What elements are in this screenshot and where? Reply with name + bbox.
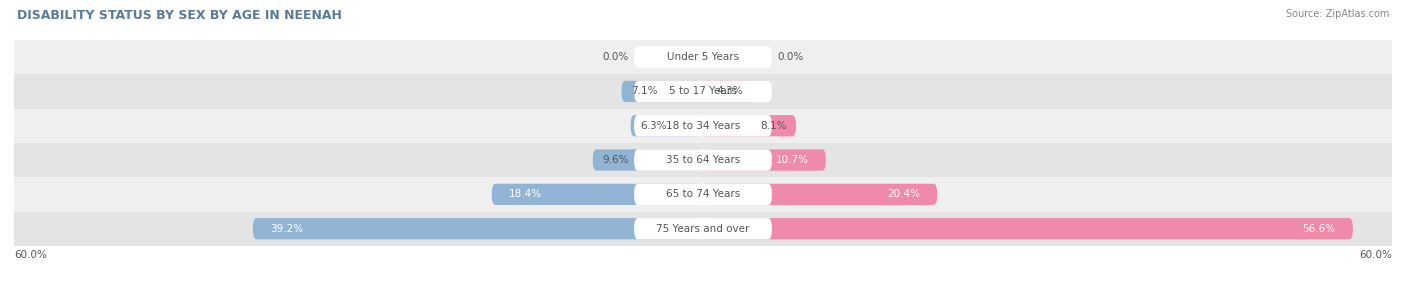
FancyBboxPatch shape [631,115,703,136]
Text: 18 to 34 Years: 18 to 34 Years [666,121,740,131]
Text: 56.6%: 56.6% [1302,224,1336,234]
Text: Under 5 Years: Under 5 Years [666,52,740,62]
Text: 8.1%: 8.1% [761,121,787,131]
Bar [14,74,1392,109]
Bar [14,212,1392,246]
Text: 60.0%: 60.0% [1360,250,1392,260]
FancyBboxPatch shape [703,115,796,136]
Bar [14,143,1392,177]
Text: 39.2%: 39.2% [270,224,304,234]
Text: 20.4%: 20.4% [887,189,920,199]
FancyBboxPatch shape [703,184,938,205]
Text: 10.7%: 10.7% [776,155,808,165]
FancyBboxPatch shape [634,149,772,171]
FancyBboxPatch shape [634,47,772,68]
Text: 35 to 64 Years: 35 to 64 Years [666,155,740,165]
Bar [14,177,1392,212]
Text: 9.6%: 9.6% [602,155,628,165]
FancyBboxPatch shape [253,218,703,239]
FancyBboxPatch shape [634,115,772,136]
Text: 75 Years and over: 75 Years and over [657,224,749,234]
Text: 0.0%: 0.0% [778,52,804,62]
FancyBboxPatch shape [703,81,752,102]
FancyBboxPatch shape [593,149,703,171]
Text: 6.3%: 6.3% [640,121,666,131]
FancyBboxPatch shape [703,218,1353,239]
Text: 60.0%: 60.0% [14,250,46,260]
Text: 5 to 17 Years: 5 to 17 Years [669,86,737,96]
FancyBboxPatch shape [621,81,703,102]
Text: 18.4%: 18.4% [509,189,543,199]
Text: 65 to 74 Years: 65 to 74 Years [666,189,740,199]
Text: DISABILITY STATUS BY SEX BY AGE IN NEENAH: DISABILITY STATUS BY SEX BY AGE IN NEENA… [17,9,342,22]
Text: 7.1%: 7.1% [631,86,657,96]
Text: 0.0%: 0.0% [602,52,628,62]
FancyBboxPatch shape [492,184,703,205]
Text: 4.3%: 4.3% [717,86,744,96]
FancyBboxPatch shape [634,218,772,239]
FancyBboxPatch shape [703,149,825,171]
Bar [14,40,1392,74]
FancyBboxPatch shape [634,81,772,102]
Bar [14,109,1392,143]
Text: Source: ZipAtlas.com: Source: ZipAtlas.com [1285,9,1389,19]
FancyBboxPatch shape [634,184,772,205]
